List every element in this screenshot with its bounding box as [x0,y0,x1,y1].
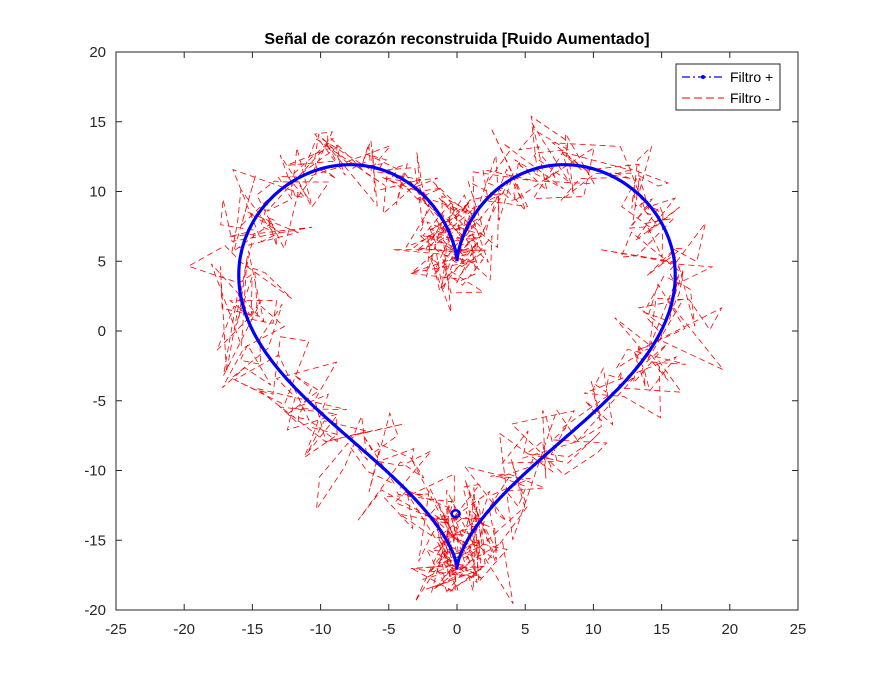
y-tick-label: 20 [89,44,106,61]
chart-title: Señal de corazón reconstruida [Ruido Aum… [264,31,649,48]
x-tick-label: -25 [105,621,127,638]
y-tick-label: 10 [89,184,106,201]
x-tick-label: 0 [453,621,461,638]
x-tick-label: 15 [653,621,670,638]
plot-area [187,115,724,605]
x-tick-label: -10 [310,621,332,638]
series-filtro-plus-line [237,163,677,570]
y-tick-label: -5 [93,393,106,410]
x-tick-label: 20 [721,621,738,638]
x-tick-label: -5 [382,621,395,638]
axes-box [115,51,799,611]
x-tick-label: -20 [173,621,195,638]
y-tick-label: 5 [98,253,106,270]
x-tick-label: 5 [521,621,529,638]
axes: -25 -20 -15 -10 -5 0 5 10 15 20 25 -20 -15 -10 -5 0 5 10 1… [84,44,806,638]
legend-box [675,63,781,111]
y-tick-label: 15 [89,114,106,131]
y-tick-label: 0 [98,323,106,340]
y-tick-label: -10 [84,463,106,480]
y-tick-label: -20 [84,602,106,619]
legend-filtro-minus-label: Filtro - [730,90,770,106]
legend[interactable]: Filtro + Filtro - [675,63,781,111]
series-filtro-plus-tip-loop [450,508,461,519]
x-tick-label: -15 [242,621,264,638]
y-tick-label: -15 [84,532,106,549]
series-filtro-minus-line [187,115,724,605]
x-tick-label: 10 [585,621,602,638]
legend-filtro-plus-marker [701,75,705,79]
x-tick-label: 25 [790,621,807,638]
legend-filtro-plus-label: Filtro + [730,69,773,85]
